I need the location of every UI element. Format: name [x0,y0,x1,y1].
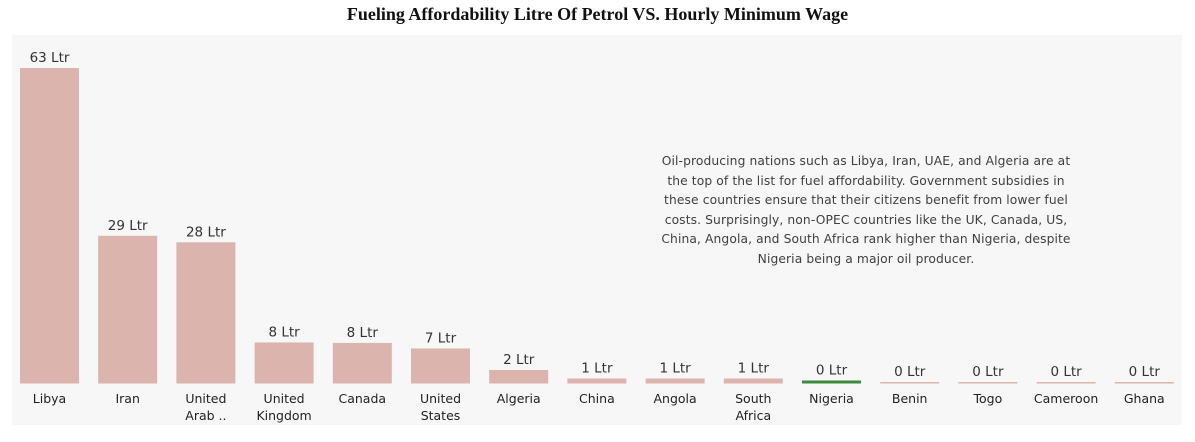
bar-benin[interactable] [880,381,940,384]
bar-cameroon[interactable] [1036,382,1096,384]
tick-label-iran: Iran [115,391,139,406]
data-label-united-states: 7 Ltr [425,330,457,346]
bar-ghana[interactable] [1114,382,1174,384]
data-label-iran: 29 Ltr [108,218,148,234]
bar-nigeria[interactable] [802,380,861,384]
tick-label-united-kingdom: United Kingdom [256,391,311,423]
tick-label-south-africa: South Africa [735,391,771,423]
bar-libya[interactable] [20,68,79,384]
data-label-algeria: 2 Ltr [503,352,535,368]
bar-united-kingdom[interactable] [254,342,314,384]
tick-label-canada: Canada [339,391,387,406]
bar-united-arab[interactable] [176,242,236,384]
tick-label-libya: Libya [33,391,66,406]
bar-togo[interactable] [958,382,1018,384]
tick-label-cameroon: Cameroon [1034,391,1098,406]
data-label-united-arab: 28 Ltr [186,224,226,240]
data-label-south-africa: 1 Ltr [738,360,770,376]
bar-angola[interactable] [645,378,705,384]
chart-annotation: Oil-producing nations such as Libya, Ira… [661,154,1071,266]
bar-algeria[interactable] [489,369,549,384]
tick-label-united-states: United States [420,391,461,423]
data-label-ghana: 0 Ltr [1129,364,1161,380]
data-label-china: 1 Ltr [581,360,613,376]
data-label-cameroon: 0 Ltr [1050,364,1082,380]
chart-title: Fueling Affordability Litre Of Petrol VS… [346,4,849,24]
data-label-nigeria: 0 Ltr [816,363,848,379]
data-label-libya: 63 Ltr [30,50,70,66]
bar-united-states[interactable] [411,348,470,384]
tick-label-togo: Togo [973,391,1003,406]
tick-label-nigeria: Nigeria [809,391,854,406]
data-label-canada: 8 Ltr [347,325,379,341]
data-label-benin: 0 Ltr [894,364,926,380]
tick-label-algeria: Algeria [497,391,541,406]
tick-label-united-arab: United Arab .. [185,391,226,423]
data-label-angola: 1 Ltr [659,360,691,376]
tick-label-angola: Angola [653,391,696,406]
bar-canada[interactable] [332,342,392,384]
tick-label-benin: Benin [892,391,928,406]
bar-iran[interactable] [98,235,158,384]
data-label-togo: 0 Ltr [972,364,1004,380]
bar-south-africa[interactable] [723,378,783,384]
data-label-united-kingdom: 8 Ltr [268,324,300,340]
tick-label-ghana: Ghana [1124,391,1165,406]
tick-label-china: China [579,391,615,406]
bar-china[interactable] [567,378,627,384]
